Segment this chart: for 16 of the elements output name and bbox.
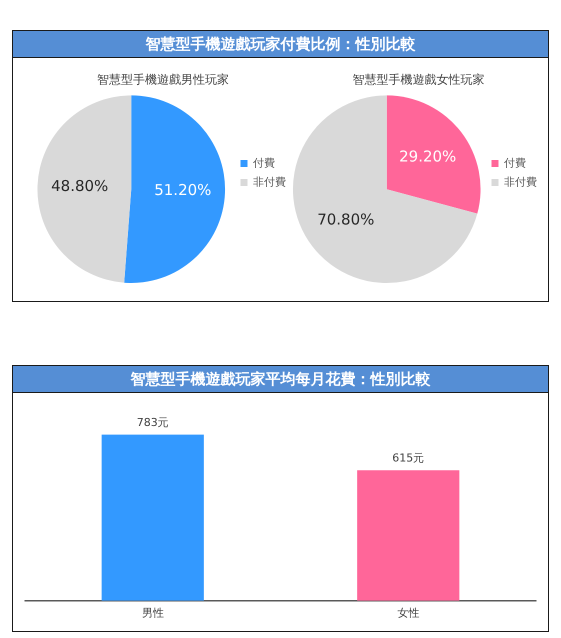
data-label: 48.80% [51, 177, 108, 196]
data-label: 70.80% [317, 210, 374, 228]
text: 智慧型手機遊戲玩家付費比例：性別比較 [13, 31, 548, 58]
data-label: 615元 [392, 452, 424, 465]
chart-title: 智慧型手機遊戲女性玩家 [352, 72, 484, 86]
data-label: 783元 [136, 416, 169, 429]
data-label: 51.20% [154, 181, 212, 200]
chart-title: 智慧型手機遊戲男性玩家 [97, 72, 229, 86]
legend-label: 付費 [504, 156, 526, 170]
legend-label: 非付費 [253, 175, 286, 188]
legend-label: 非付費 [504, 175, 537, 188]
x-tick-label: 女性 [397, 606, 420, 620]
data-label: 29.20% [399, 148, 456, 166]
chart-title: 智慧型手機遊戲玩家平均每月花費：性別比較 [13, 366, 548, 393]
legend-label: 付費 [253, 156, 275, 170]
x-tick-label: 男性 [142, 606, 164, 620]
